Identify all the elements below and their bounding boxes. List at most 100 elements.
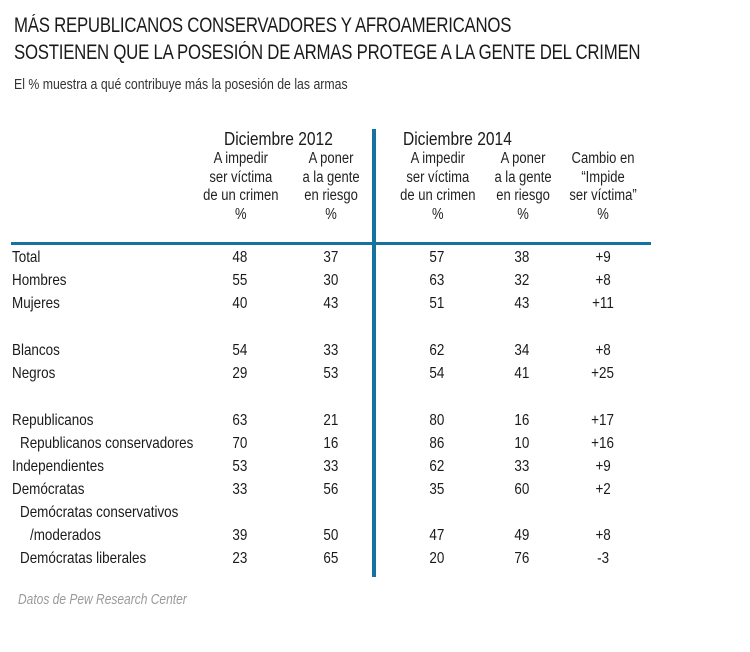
cell-value: 47	[429, 527, 445, 544]
row-label-text: Blancos	[12, 342, 60, 359]
cell-value: 80	[429, 412, 445, 429]
cell-value: 41	[514, 365, 530, 382]
cell-value: 33	[514, 458, 530, 475]
table-row: Total 48 37 57 38 +9	[0, 249, 700, 272]
table-cell: +8	[573, 272, 633, 290]
cell-value: 16	[514, 412, 530, 429]
table-cell: 54	[210, 342, 270, 360]
table-row: Independientes 53 33 62 33 +9	[0, 458, 700, 481]
table-cell: 33	[210, 481, 270, 499]
cell-value: 43	[514, 295, 530, 312]
table-cell: 51	[407, 295, 467, 313]
source-note: Datos de Pew Research Center	[18, 591, 229, 608]
title-line-2: SOSTIENEN QUE LA POSESIÓN DE ARMAS PROTE…	[14, 41, 641, 64]
cell-value: 48	[232, 249, 248, 266]
table-cell: 16	[301, 435, 361, 453]
table-row: Blancos 54 33 62 34 +8	[0, 342, 700, 365]
chart-subtitle: El % muestra a qué contribuye más la pos…	[14, 76, 421, 93]
cell-value: 21	[323, 412, 339, 429]
group-header-2012: Diciembre 2012	[224, 128, 354, 150]
table-cell: +25	[573, 365, 633, 383]
cell-value: +11	[592, 295, 614, 312]
column-header: A poner a la gente en riesgo %	[286, 150, 376, 224]
row-label-text: Negros	[12, 365, 56, 382]
cell-value: 54	[232, 342, 248, 359]
cell-value: +8	[595, 342, 611, 359]
table-cell: 65	[301, 550, 361, 568]
table-cell: 21	[301, 412, 361, 430]
table-cell: 53	[210, 458, 270, 476]
row-label: Republicanos conservadores	[20, 435, 226, 453]
column-header-text: A impedir ser víctima de un crimen %	[203, 150, 279, 223]
cell-value: 43	[323, 295, 339, 312]
title-line-1: MÁS REPUBLICANOS CONSERVADORES Y AFROAME…	[14, 14, 512, 37]
row-label-text: Hombres	[12, 272, 67, 289]
table-cell: 20	[407, 550, 467, 568]
group-label: Diciembre 2012	[224, 128, 333, 149]
cell-value: 20	[429, 550, 445, 567]
cell-value: -3	[597, 550, 609, 567]
table-cell: 63	[407, 272, 467, 290]
table-cell: 86	[407, 435, 467, 453]
cell-value: 76	[514, 550, 530, 567]
table-cell: 16	[492, 412, 552, 430]
cell-value: 29	[232, 365, 248, 382]
cell-value: 53	[323, 365, 339, 382]
column-header: Cambio en “Impide ser víctima” %	[553, 150, 653, 224]
row-label-text: Republicanos	[12, 412, 94, 429]
cell-value: 33	[323, 342, 339, 359]
cell-value: 56	[323, 481, 339, 498]
row-label-text: Demócratas	[12, 481, 85, 498]
cell-value: 51	[429, 295, 445, 312]
column-header: A impedir ser víctima de un crimen %	[383, 150, 493, 224]
table-row: Mujeres 40 43 51 43 +11	[0, 295, 700, 318]
cell-value: +8	[595, 272, 611, 289]
cell-value: 37	[323, 249, 339, 266]
row-label: Mujeres	[12, 295, 69, 313]
row-label-text: Total	[12, 249, 41, 266]
cell-value: 53	[232, 458, 248, 475]
row-label: Demócratas liberales	[20, 550, 170, 568]
table-cell: -3	[573, 550, 633, 568]
table-cell: 32	[492, 272, 552, 290]
table-cell: 38	[492, 249, 552, 267]
table-cell: 35	[407, 481, 467, 499]
table-row: Negros 29 53 54 41 +25	[0, 365, 700, 388]
column-header-text: A poner a la gente en riesgo %	[494, 150, 552, 223]
row-label: Blancos	[12, 342, 69, 360]
table-cell: 63	[210, 412, 270, 430]
cell-value: +25	[591, 365, 615, 382]
cell-value: 62	[429, 458, 445, 475]
row-label-text: /moderados	[30, 527, 101, 544]
table-cell: 33	[492, 458, 552, 476]
table-cell: 30	[301, 272, 361, 290]
table-cell: 43	[301, 295, 361, 313]
cell-value: +17	[591, 412, 615, 429]
cell-value: +2	[595, 481, 611, 498]
column-header-text: A poner a la gente en riesgo %	[302, 150, 360, 223]
row-label: Demócratas	[12, 481, 98, 499]
cell-value: 86	[429, 435, 445, 452]
cell-value: 34	[514, 342, 530, 359]
row-label-text: Independientes	[12, 458, 104, 475]
column-header: A poner a la gente en riesgo %	[478, 150, 568, 224]
table-cell: 48	[210, 249, 270, 267]
cell-value: 38	[514, 249, 530, 266]
table-cell: 37	[301, 249, 361, 267]
table-row: /moderados 39 50 47 49 +8	[0, 527, 700, 550]
cell-value: 57	[429, 249, 445, 266]
cell-value: 62	[429, 342, 445, 359]
row-label: /moderados	[30, 527, 115, 545]
cell-value: 60	[514, 481, 530, 498]
table-cell: 54	[407, 365, 467, 383]
table-cell: 80	[407, 412, 467, 430]
cell-value: 23	[232, 550, 248, 567]
table-cell: +11	[573, 295, 633, 313]
column-header-text: Cambio en “Impide ser víctima” %	[569, 150, 637, 223]
table-cell: 29	[210, 365, 270, 383]
table-cell: +2	[573, 481, 633, 499]
row-label: Independientes	[12, 458, 121, 476]
table-cell: 34	[492, 342, 552, 360]
table-cell: 10	[492, 435, 552, 453]
cell-value: 33	[323, 458, 339, 475]
